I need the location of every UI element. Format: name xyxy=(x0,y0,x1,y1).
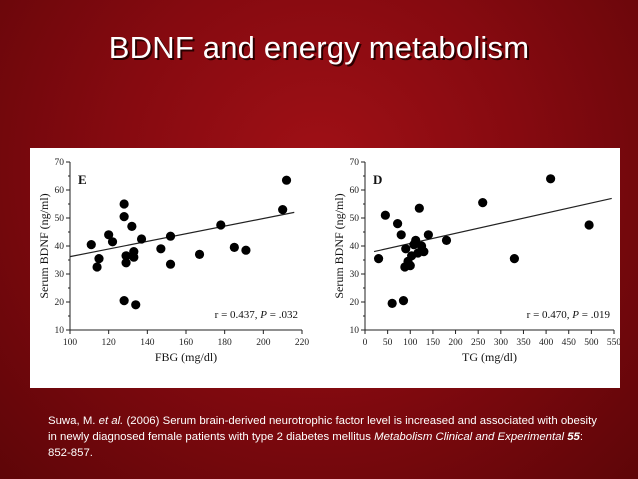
stat-p-value: = .032 xyxy=(267,309,298,321)
x-tick-label: 200 xyxy=(256,338,271,348)
data-point xyxy=(94,254,104,264)
data-point xyxy=(194,249,205,259)
citation-pages: : 852-857. xyxy=(48,431,584,459)
stat-p: P xyxy=(259,309,267,321)
data-point xyxy=(396,230,406,240)
data-point xyxy=(411,235,421,245)
stat-r: r = 0.437, xyxy=(215,309,261,321)
x-tick-label: 400 xyxy=(539,338,554,348)
data-point xyxy=(229,242,239,252)
x-tick-label: 140 xyxy=(140,338,155,348)
slide-title: BDNF and energy metabolism xyxy=(108,30,530,65)
data-point xyxy=(86,240,96,250)
stat-r: r = 0.470, xyxy=(527,309,573,321)
x-tick-label: 220 xyxy=(295,338,310,348)
data-point xyxy=(278,205,288,215)
y-tick-label: 50 xyxy=(55,214,65,224)
data-point xyxy=(509,254,519,264)
x-axis-label: TG (mg/dl) xyxy=(462,350,517,364)
citation-etal: et al. xyxy=(98,415,124,427)
y-tick-label: 30 xyxy=(55,270,65,280)
data-point xyxy=(216,220,226,230)
data-point xyxy=(387,298,397,308)
y-tick-label: 10 xyxy=(55,326,65,336)
data-point xyxy=(107,237,118,247)
panel-letter: E xyxy=(78,172,87,187)
y-axis-label: Serum BDNF (ng/ml) xyxy=(37,193,51,298)
panel-letter: D xyxy=(373,172,382,187)
y-tick-label: 70 xyxy=(55,158,65,168)
data-point xyxy=(281,175,292,185)
data-point xyxy=(119,296,129,306)
data-point xyxy=(127,221,137,231)
x-tick-label: 0 xyxy=(363,338,368,348)
x-tick-label: 120 xyxy=(102,338,117,348)
y-tick-label: 60 xyxy=(350,186,360,196)
data-point xyxy=(119,199,129,209)
data-point xyxy=(419,247,429,257)
y-tick-label: 60 xyxy=(55,186,65,196)
stat-p-value: = .019 xyxy=(579,309,610,321)
x-tick-label: 500 xyxy=(584,338,599,348)
citation-volume: 55 xyxy=(564,431,580,443)
citation-journal: Metabolism Clinical and Experimental xyxy=(374,431,565,443)
x-tick-label: 180 xyxy=(218,338,233,348)
panel-divider xyxy=(314,148,319,388)
data-point xyxy=(392,219,403,229)
data-point xyxy=(584,220,594,230)
x-tick-label: 100 xyxy=(63,338,78,348)
data-point xyxy=(121,251,131,261)
data-point xyxy=(373,254,384,264)
y-tick-label: 40 xyxy=(55,242,65,252)
data-point xyxy=(129,252,139,262)
x-tick-label: 200 xyxy=(448,338,463,348)
y-tick-label: 10 xyxy=(350,326,360,336)
x-tick-label: 550 xyxy=(607,338,620,348)
data-point xyxy=(131,300,141,310)
data-point xyxy=(104,230,114,240)
data-point xyxy=(165,259,176,269)
x-tick-label: 50 xyxy=(383,338,393,348)
y-tick-label: 70 xyxy=(350,158,360,168)
citation-author: Suwa, M. xyxy=(48,415,99,427)
data-point xyxy=(423,230,433,240)
data-point xyxy=(401,244,411,254)
data-point xyxy=(156,244,166,254)
data-point xyxy=(478,198,488,208)
data-point xyxy=(92,262,102,272)
data-point xyxy=(165,231,176,241)
x-tick-label: 450 xyxy=(562,338,577,348)
x-tick-label: 160 xyxy=(179,338,194,348)
data-point xyxy=(546,174,556,184)
data-point xyxy=(119,212,129,222)
x-tick-label: 300 xyxy=(494,338,509,348)
figure-panel: 10 20 30 40 50 60 70 100 120 140 160 180 200 220 FBG (… xyxy=(30,148,620,388)
citation: Suwa, M. et al. (2006) Serum brain-deriv… xyxy=(48,413,608,461)
data-point xyxy=(380,210,390,220)
x-tick-label: 150 xyxy=(426,338,441,348)
y-tick-label: 30 xyxy=(350,270,360,280)
y-axis-label: Serum BDNF (ng/ml) xyxy=(332,193,346,298)
trend-line xyxy=(69,211,295,258)
stat-p: P xyxy=(571,309,579,321)
data-point xyxy=(241,245,251,255)
y-tick-label: 50 xyxy=(350,214,360,224)
x-axis-label: FBG (mg/dl) xyxy=(155,350,217,364)
data-point xyxy=(405,261,415,271)
x-tick-label: 250 xyxy=(471,338,486,348)
x-tick-label: 100 xyxy=(403,338,418,348)
y-tick-label: 40 xyxy=(350,242,360,252)
x-tick-label: 350 xyxy=(516,338,531,348)
y-tick-label: 20 xyxy=(350,298,360,308)
data-point xyxy=(136,234,147,244)
stat-annotation: r = 0.437, P = .032 xyxy=(215,309,298,321)
data-point xyxy=(121,258,131,268)
data-point xyxy=(398,296,409,306)
y-tick-label: 20 xyxy=(55,298,65,308)
data-point xyxy=(414,203,424,213)
citation-text: (2006) Serum brain-derived neurotrophic … xyxy=(48,415,597,443)
data-point xyxy=(441,235,452,245)
stat-annotation: r = 0.470, P = .019 xyxy=(527,309,611,321)
